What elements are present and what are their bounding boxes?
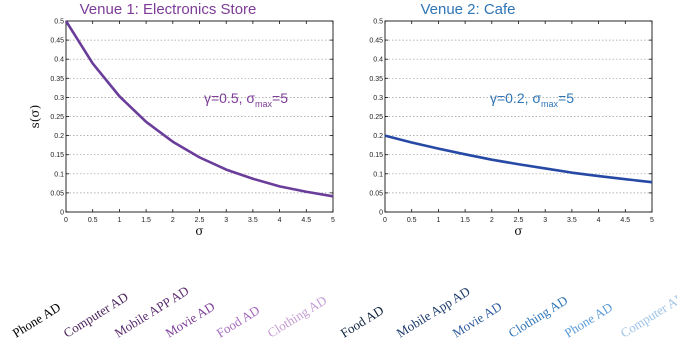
y-tick-label: 0.25 (50, 114, 64, 121)
x-tick-label: 5 (331, 217, 335, 224)
x-tick-label: 2.5 (195, 217, 205, 224)
y-tick-label: 0.05 (369, 190, 383, 197)
x-tick-label: 5 (650, 217, 654, 224)
x-tick-label: 2 (490, 217, 494, 224)
y-tick-label: 0 (379, 210, 383, 217)
y-tick-label: 0.2 (54, 133, 64, 140)
x-tick-label: 0.5 (407, 217, 417, 224)
y-tick-label: 0.3 (54, 95, 64, 102)
x-tick-label: 3.5 (248, 217, 258, 224)
x-tick-label: 3 (543, 217, 547, 224)
y-tick-label: 0 (60, 210, 64, 217)
y-tick-label: 0.5 (54, 19, 64, 26)
x-tick-label: 3 (224, 217, 228, 224)
ad-label: Computer AD (618, 289, 677, 341)
x-tick-label: 1.5 (460, 217, 470, 224)
x-axis-label: σ (195, 224, 203, 238)
y-tick-label: 0.45 (369, 38, 383, 45)
chart-panel-1: 0 0.5 1 1.5 2 2.5 3 3.5 4 4.5 5 0 0.05 0.1 0.15 0.2 0.25… (10, 1, 335, 341)
series-line (384, 134, 653, 184)
x-tick-label: 4.5 (301, 217, 311, 224)
ad-label: Food AD (214, 302, 263, 340)
y-tick-label: 0.2 (373, 133, 383, 140)
ad-label: Food AD (338, 302, 387, 340)
x-tick-label: 2 (171, 217, 175, 224)
y-tick-label: 0.1 (54, 171, 64, 178)
y-tick-label: 0.35 (50, 76, 64, 83)
x-tick-label: 0 (383, 217, 387, 224)
x-tick-label: 1.5 (141, 217, 151, 224)
x-tick-label: 0 (64, 217, 68, 224)
y-tick-label: 0.5 (373, 19, 383, 26)
y-tick-label: 0.3 (373, 95, 383, 102)
x-tick-label: 4 (278, 217, 282, 224)
x-tick-label: 4.5 (620, 217, 630, 224)
y-tick-label: 0.35 (369, 76, 383, 83)
series-line (64, 20, 334, 198)
parameter-annotation: γ=0.2, σmax=5 (490, 90, 574, 109)
chart-title: Venue 1: Electronics Store (80, 1, 257, 18)
y-tick-label: 0.45 (50, 38, 64, 45)
y-tick-label: 0.4 (54, 57, 64, 64)
y-tick-label: 0.4 (373, 57, 383, 64)
x-tick-label: 4 (597, 217, 601, 224)
y-tick-label: 0.25 (369, 114, 383, 121)
ad-label: Phone AD (10, 299, 64, 340)
y-tick-label: 0.15 (369, 152, 383, 159)
chart-title: Venue 2: Cafe (420, 1, 515, 18)
parameter-annotation: γ=0.5, σmax=5 (204, 90, 288, 109)
y-tick-label: 0.05 (50, 190, 64, 197)
y-axis-label: s(σ) (28, 105, 42, 129)
x-tick-label: 3.5 (567, 217, 577, 224)
x-tick-label: 1 (117, 217, 121, 224)
y-tick-label: 0.1 (373, 171, 383, 178)
chart-panel-2: 0 0.5 1 1.5 2 2.5 3 3.5 4 4.5 5 0 0.05 0.1 0.15 0.2 0.25… (338, 1, 677, 341)
ad-label: Clothing AD (265, 292, 330, 340)
x-tick-label: 1 (436, 217, 440, 224)
x-tick-label: 0.5 (88, 217, 98, 224)
x-tick-label: 2.5 (514, 217, 524, 224)
y-tick-label: 0.15 (50, 152, 64, 159)
ad-label: Clothing AD (506, 292, 571, 340)
x-axis-label: σ (514, 224, 522, 238)
